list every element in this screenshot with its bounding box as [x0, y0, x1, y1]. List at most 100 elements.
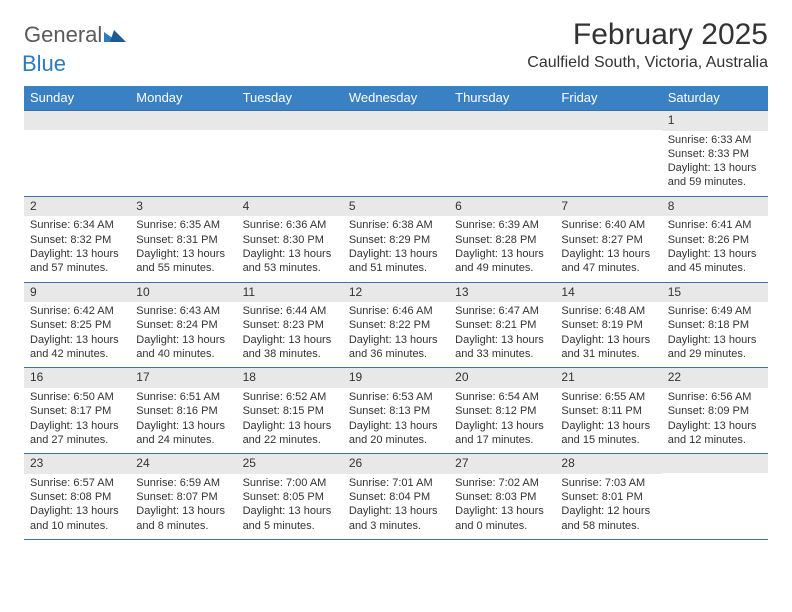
day-number: 7 [555, 197, 661, 217]
sunrise-text: Sunrise: 6:46 AM [349, 304, 443, 318]
day-number: 15 [662, 283, 768, 303]
header: General Blue February 2025 Caulfield Sou… [24, 18, 768, 76]
location: Caulfield South, Victoria, Australia [527, 54, 768, 72]
day-number: 5 [343, 197, 449, 217]
calendar: Sunday Monday Tuesday Wednesday Thursday… [24, 86, 768, 540]
day-number: 24 [130, 454, 236, 474]
day-number: 14 [555, 283, 661, 303]
weekday-thu: Thursday [449, 86, 555, 110]
day-cell: 1Sunrise: 6:33 AMSunset: 8:33 PMDaylight… [662, 111, 768, 196]
daylight-text: Daylight: 13 hours and 45 minutes. [668, 247, 762, 276]
day-number: 21 [555, 368, 661, 388]
daylight-text: Daylight: 13 hours and 29 minutes. [668, 333, 762, 362]
day-cell: 6Sunrise: 6:39 AMSunset: 8:28 PMDaylight… [449, 197, 555, 282]
day-body: Sunrise: 6:53 AMSunset: 8:13 PMDaylight:… [343, 388, 449, 453]
weekday-header: Sunday Monday Tuesday Wednesday Thursday… [24, 86, 768, 110]
title-block: February 2025 Caulfield South, Victoria,… [527, 18, 768, 72]
daylight-text: Daylight: 13 hours and 3 minutes. [349, 504, 443, 533]
sunset-text: Sunset: 8:29 PM [349, 233, 443, 247]
day-number: 12 [343, 283, 449, 303]
day-body: Sunrise: 6:49 AMSunset: 8:18 PMDaylight:… [662, 302, 768, 367]
weekday-sun: Sunday [24, 86, 130, 110]
daylight-text: Daylight: 13 hours and 15 minutes. [561, 419, 655, 448]
day-cell [555, 111, 661, 196]
daylight-text: Daylight: 13 hours and 5 minutes. [243, 504, 337, 533]
sunrise-text: Sunrise: 6:39 AM [455, 218, 549, 232]
daylight-text: Daylight: 13 hours and 8 minutes. [136, 504, 230, 533]
week-row: 2Sunrise: 6:34 AMSunset: 8:32 PMDaylight… [24, 196, 768, 282]
sunset-text: Sunset: 8:30 PM [243, 233, 337, 247]
sunset-text: Sunset: 8:17 PM [30, 404, 124, 418]
daylight-text: Daylight: 13 hours and 42 minutes. [30, 333, 124, 362]
sunset-text: Sunset: 8:09 PM [668, 404, 762, 418]
sunrise-text: Sunrise: 6:48 AM [561, 304, 655, 318]
day-body: Sunrise: 7:02 AMSunset: 8:03 PMDaylight:… [449, 474, 555, 539]
sunrise-text: Sunrise: 6:49 AM [668, 304, 762, 318]
day-cell: 16Sunrise: 6:50 AMSunset: 8:17 PMDayligh… [24, 368, 130, 453]
sunrise-text: Sunrise: 6:36 AM [243, 218, 337, 232]
week-row: 16Sunrise: 6:50 AMSunset: 8:17 PMDayligh… [24, 367, 768, 453]
daylight-text: Daylight: 13 hours and 57 minutes. [30, 247, 124, 276]
daylight-text: Daylight: 13 hours and 17 minutes. [455, 419, 549, 448]
day-number: 25 [237, 454, 343, 474]
daylight-text: Daylight: 13 hours and 12 minutes. [668, 419, 762, 448]
day-body: Sunrise: 6:54 AMSunset: 8:12 PMDaylight:… [449, 388, 555, 453]
weekday-mon: Monday [130, 86, 236, 110]
day-number [343, 111, 449, 130]
sunset-text: Sunset: 8:31 PM [136, 233, 230, 247]
day-body: Sunrise: 6:47 AMSunset: 8:21 PMDaylight:… [449, 302, 555, 367]
sunset-text: Sunset: 8:03 PM [455, 490, 549, 504]
day-cell: 26Sunrise: 7:01 AMSunset: 8:04 PMDayligh… [343, 454, 449, 539]
weekday-wed: Wednesday [343, 86, 449, 110]
daylight-text: Daylight: 13 hours and 22 minutes. [243, 419, 337, 448]
weekday-tue: Tuesday [237, 86, 343, 110]
day-number: 9 [24, 283, 130, 303]
day-body: Sunrise: 6:55 AMSunset: 8:11 PMDaylight:… [555, 388, 661, 453]
sunrise-text: Sunrise: 6:59 AM [136, 476, 230, 490]
daylight-text: Daylight: 13 hours and 20 minutes. [349, 419, 443, 448]
day-cell: 19Sunrise: 6:53 AMSunset: 8:13 PMDayligh… [343, 368, 449, 453]
sunset-text: Sunset: 8:13 PM [349, 404, 443, 418]
sunrise-text: Sunrise: 6:41 AM [668, 218, 762, 232]
day-number [237, 111, 343, 130]
day-cell: 27Sunrise: 7:02 AMSunset: 8:03 PMDayligh… [449, 454, 555, 539]
sunset-text: Sunset: 8:18 PM [668, 318, 762, 332]
sunrise-text: Sunrise: 6:54 AM [455, 390, 549, 404]
day-number: 1 [662, 111, 768, 131]
sunrise-text: Sunrise: 6:53 AM [349, 390, 443, 404]
day-cell: 12Sunrise: 6:46 AMSunset: 8:22 PMDayligh… [343, 283, 449, 368]
daylight-text: Daylight: 13 hours and 40 minutes. [136, 333, 230, 362]
day-number: 10 [130, 283, 236, 303]
sunrise-text: Sunrise: 6:44 AM [243, 304, 337, 318]
daylight-text: Daylight: 13 hours and 24 minutes. [136, 419, 230, 448]
daylight-text: Daylight: 13 hours and 51 minutes. [349, 247, 443, 276]
day-body: Sunrise: 7:01 AMSunset: 8:04 PMDaylight:… [343, 474, 449, 539]
day-cell [449, 111, 555, 196]
day-number: 28 [555, 454, 661, 474]
sunrise-text: Sunrise: 6:56 AM [668, 390, 762, 404]
day-number: 23 [24, 454, 130, 474]
day-body: Sunrise: 6:36 AMSunset: 8:30 PMDaylight:… [237, 216, 343, 281]
day-body: Sunrise: 6:35 AMSunset: 8:31 PMDaylight:… [130, 216, 236, 281]
day-number: 2 [24, 197, 130, 217]
day-body: Sunrise: 6:38 AMSunset: 8:29 PMDaylight:… [343, 216, 449, 281]
sunrise-text: Sunrise: 6:42 AM [30, 304, 124, 318]
sunrise-text: Sunrise: 7:03 AM [561, 476, 655, 490]
day-body: Sunrise: 6:34 AMSunset: 8:32 PMDaylight:… [24, 216, 130, 281]
day-number: 27 [449, 454, 555, 474]
day-body: Sunrise: 6:52 AMSunset: 8:15 PMDaylight:… [237, 388, 343, 453]
sunrise-text: Sunrise: 6:55 AM [561, 390, 655, 404]
day-cell: 22Sunrise: 6:56 AMSunset: 8:09 PMDayligh… [662, 368, 768, 453]
sunset-text: Sunset: 8:28 PM [455, 233, 549, 247]
sunrise-text: Sunrise: 6:43 AM [136, 304, 230, 318]
day-cell: 14Sunrise: 6:48 AMSunset: 8:19 PMDayligh… [555, 283, 661, 368]
day-number: 8 [662, 197, 768, 217]
sunrise-text: Sunrise: 6:34 AM [30, 218, 124, 232]
day-number: 3 [130, 197, 236, 217]
day-body: Sunrise: 6:50 AMSunset: 8:17 PMDaylight:… [24, 388, 130, 453]
daylight-text: Daylight: 13 hours and 10 minutes. [30, 504, 124, 533]
day-cell: 2Sunrise: 6:34 AMSunset: 8:32 PMDaylight… [24, 197, 130, 282]
day-number: 16 [24, 368, 130, 388]
sunset-text: Sunset: 8:11 PM [561, 404, 655, 418]
day-number: 6 [449, 197, 555, 217]
